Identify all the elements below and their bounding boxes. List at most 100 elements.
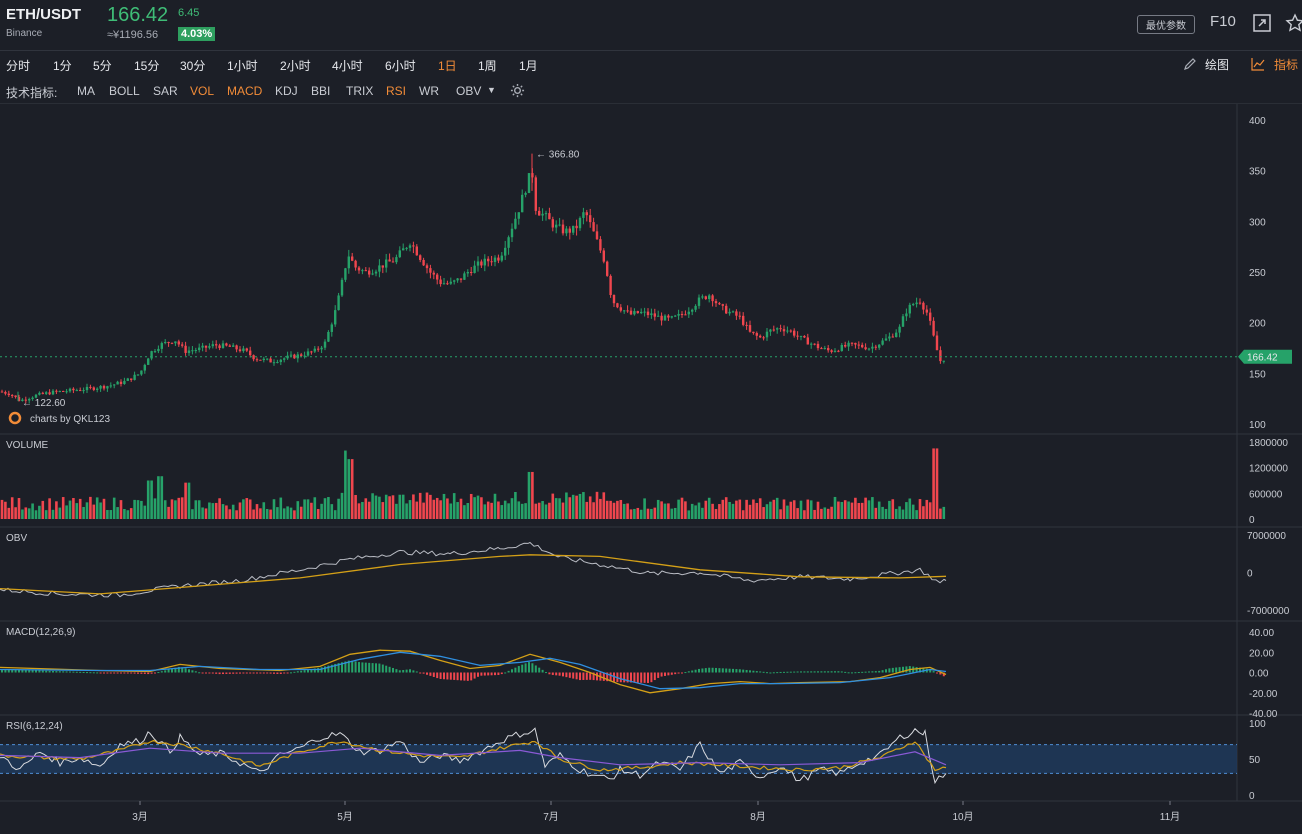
candle-body bbox=[347, 256, 350, 269]
volume-bar bbox=[391, 495, 395, 519]
volume-bar bbox=[405, 503, 408, 519]
volume-bar bbox=[299, 506, 303, 519]
timeframe-tab[interactable]: 1小时 bbox=[227, 59, 258, 73]
volume-bar bbox=[231, 504, 235, 519]
candle-body bbox=[742, 315, 745, 325]
macd-histogram-bar bbox=[732, 668, 734, 673]
volume-bar bbox=[75, 503, 79, 519]
macd-histogram-bar bbox=[7, 669, 10, 673]
candle-body bbox=[24, 399, 27, 401]
chevron-down-icon[interactable]: ▼ bbox=[487, 85, 496, 95]
volume-bar bbox=[204, 508, 208, 519]
indicator-bbi[interactable]: BBI bbox=[311, 84, 331, 98]
candle-body bbox=[762, 337, 765, 339]
candle-body bbox=[242, 348, 245, 352]
candle-body bbox=[89, 386, 92, 388]
macd-histogram-bar bbox=[58, 671, 61, 673]
candle-body bbox=[85, 386, 89, 391]
rsi6-line bbox=[0, 727, 947, 785]
macd-histogram-bar bbox=[436, 672, 439, 679]
candle-body bbox=[844, 344, 847, 347]
macd-histogram-bar bbox=[636, 672, 639, 683]
fullscreen-icon[interactable] bbox=[1252, 13, 1272, 33]
indicator-ma[interactable]: MA bbox=[77, 84, 95, 98]
macd-histogram-bar bbox=[813, 671, 816, 673]
macd-histogram-bar bbox=[466, 672, 469, 681]
candle-body bbox=[293, 354, 296, 359]
chart-grid bbox=[0, 104, 1302, 802]
optimal-params-button[interactable]: 最优参数 bbox=[1137, 15, 1195, 34]
macd-histogram-bar bbox=[232, 672, 235, 674]
macd-histogram-bar bbox=[942, 672, 945, 677]
macd-histogram-bar bbox=[354, 661, 357, 673]
candle-body bbox=[283, 358, 286, 360]
candle-body bbox=[279, 359, 282, 363]
macd-histogram-bar bbox=[857, 672, 860, 674]
candle-body bbox=[11, 395, 14, 397]
candle-body bbox=[772, 329, 775, 331]
macd-histogram-bar bbox=[11, 669, 14, 673]
candle-body bbox=[833, 350, 837, 352]
indicator-boll[interactable]: BOLL bbox=[109, 84, 140, 98]
candle-body bbox=[599, 239, 602, 251]
macd-histogram-bar bbox=[181, 667, 184, 673]
macd-histogram-bar bbox=[140, 672, 143, 674]
timeframe-tab-active[interactable]: 1日 bbox=[438, 59, 457, 73]
volume-bar bbox=[633, 508, 636, 519]
volume-bar bbox=[469, 493, 473, 519]
volume-bar bbox=[796, 508, 799, 519]
timeframe-tab[interactable]: 4小时 bbox=[332, 59, 363, 73]
volume-bar bbox=[316, 509, 320, 519]
volume-bar bbox=[911, 504, 915, 519]
candle-body bbox=[527, 173, 531, 193]
macd-histogram-bar bbox=[487, 672, 490, 676]
f10-button[interactable]: F10 bbox=[1210, 13, 1236, 30]
indicator-trix[interactable]: TRIX bbox=[346, 84, 374, 98]
timeframe-tab[interactable]: 2小时 bbox=[280, 59, 311, 73]
candle-body bbox=[272, 362, 276, 364]
timeframe-tab[interactable]: 6小时 bbox=[385, 59, 416, 73]
timeframe-tab[interactable]: 15分 bbox=[134, 59, 160, 73]
candle-body bbox=[116, 381, 119, 385]
timeframe-tab[interactable]: 1分 bbox=[53, 59, 72, 73]
volume-bar bbox=[350, 459, 354, 519]
volume-bar bbox=[44, 510, 48, 519]
candle-body bbox=[830, 350, 833, 352]
volume-bar bbox=[823, 507, 827, 519]
gear-icon[interactable] bbox=[510, 83, 525, 98]
macd-histogram-bar bbox=[245, 672, 248, 674]
indicator-macd[interactable]: MACD bbox=[227, 84, 263, 98]
indicator-wr[interactable]: WR bbox=[419, 84, 439, 98]
candle-body bbox=[412, 245, 415, 247]
volume-bar bbox=[877, 501, 881, 519]
timeframe-tab[interactable]: 分时 bbox=[6, 59, 31, 73]
volume-bar bbox=[272, 499, 276, 519]
candle-body bbox=[395, 257, 398, 263]
candle-body bbox=[901, 316, 905, 327]
candle-body bbox=[58, 390, 61, 392]
indicator-sar[interactable]: SAR bbox=[153, 84, 178, 98]
indicator-kdj[interactable]: KDJ bbox=[275, 84, 298, 98]
macd-histogram-bar bbox=[337, 663, 340, 673]
macd-histogram-bar bbox=[317, 667, 320, 673]
star-icon[interactable] bbox=[1285, 13, 1302, 33]
indicator-rsi[interactable]: RSI bbox=[386, 84, 407, 98]
indicator-vol[interactable]: VOL bbox=[190, 84, 215, 98]
volume-bar bbox=[646, 508, 650, 519]
volume-bar bbox=[748, 504, 752, 519]
volume-bar bbox=[571, 494, 575, 519]
timeframe-tab[interactable]: 30分 bbox=[180, 59, 206, 73]
timeframe-tab[interactable]: 5分 bbox=[93, 59, 112, 73]
draw-button[interactable]: 绘图 bbox=[1205, 58, 1230, 72]
macd-histogram-bar bbox=[854, 672, 857, 674]
volume-bar bbox=[289, 507, 293, 519]
volume-bar bbox=[442, 493, 446, 519]
indicators-button[interactable]: 指标 bbox=[1274, 58, 1299, 72]
timeframe-tab[interactable]: 1月 bbox=[519, 59, 538, 73]
macd-histogram-bar bbox=[116, 672, 119, 674]
volume-bar bbox=[779, 509, 782, 519]
volume-bar bbox=[663, 503, 667, 519]
indicator-obv[interactable]: OBV bbox=[456, 84, 482, 98]
timeframe-tab[interactable]: 1周 bbox=[478, 59, 497, 73]
